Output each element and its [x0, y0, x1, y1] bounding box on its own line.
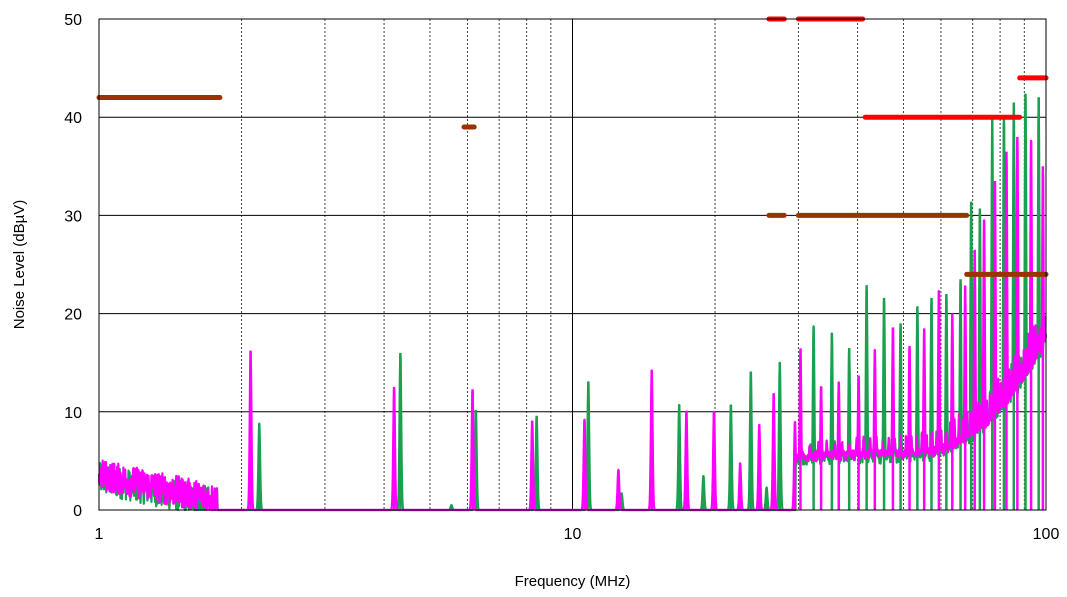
grid: [99, 19, 1046, 510]
x-axis-title: Frequency (MHz): [515, 573, 631, 590]
y-tick-label: 20: [64, 307, 82, 324]
plot-area-frame: [98, 18, 1047, 511]
y-tick-label: 0: [73, 503, 82, 520]
tick-labels: 1 10 100 0 10 20 30 40 50: [64, 12, 1059, 543]
y-tick-label: 10: [64, 405, 82, 422]
y-axis-title: Noise Level (dBµV): [11, 200, 28, 330]
y-tick-label: 30: [64, 208, 82, 225]
x-tick-label: 10: [564, 526, 582, 543]
x-tick-label: 1: [95, 526, 104, 543]
y-tick-label: 40: [64, 110, 82, 127]
x-tick-label: 100: [1033, 526, 1060, 543]
y-tick-label: 50: [64, 12, 82, 29]
